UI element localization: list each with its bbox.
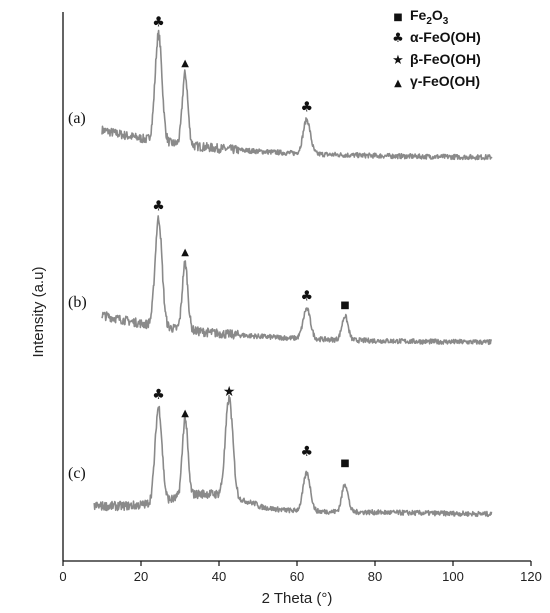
legend-label: γ-FeO(OH) <box>410 73 480 89</box>
phase-legend: ■ Fe2O3 ♣ α-FeO(OH) ★ β-FeO(OH) ▲ γ-FeO(OH) <box>392 7 481 89</box>
legend-label: β-FeO(OH) <box>410 51 481 67</box>
star-peak-marker: ★ <box>223 384 236 400</box>
y-axis-label: Intensity (a.u) <box>30 267 47 358</box>
x-tick-label: 100 <box>442 569 464 584</box>
club-peak-marker: ♣ <box>152 14 165 30</box>
square-legend-icon: ■ <box>393 12 402 23</box>
x-axis-label: 2 Theta (°) <box>262 590 333 607</box>
club-peak-marker: ♣ <box>300 100 313 116</box>
xrd-curve <box>93 394 493 518</box>
peak-markers: ♣ ▲ ♣ ♣ ▲ ♣ ■ ♣ ▲ ★ ♣ ■ <box>152 14 349 469</box>
triangle-peak-marker: ▲ <box>181 408 189 419</box>
x-tick-label: 20 <box>134 569 148 584</box>
x-tick-label: 80 <box>368 569 382 584</box>
x-tick-label: 40 <box>212 569 226 584</box>
legend-label: α-FeO(OH) <box>410 29 481 45</box>
plot-axes <box>62 12 531 562</box>
triangle-legend-icon: ▲ <box>394 78 402 89</box>
club-peak-marker: ♣ <box>152 198 165 214</box>
x-tick-label: 60 <box>290 569 304 584</box>
star-legend-icon: ★ <box>392 53 404 68</box>
x-axis-ticks: 0 20 40 60 80 100 120 <box>59 561 542 584</box>
club-peak-marker: ♣ <box>300 444 313 460</box>
curve-label: (c) <box>68 465 86 482</box>
curve-label: (b) <box>68 294 87 311</box>
xrd-curve <box>101 29 493 161</box>
x-tick-label: 0 <box>59 569 66 584</box>
club-peak-marker: ♣ <box>152 387 165 403</box>
xrd-curve <box>101 215 493 346</box>
curve-label: (a) <box>68 110 86 127</box>
triangle-peak-marker: ▲ <box>181 58 189 69</box>
triangle-peak-marker: ▲ <box>181 247 189 258</box>
legend-label: Fe2O3 <box>410 7 449 27</box>
diffraction-curves <box>93 29 493 518</box>
curve-labels: (a) (b) (c) <box>68 110 87 482</box>
square-peak-marker: ■ <box>340 300 349 311</box>
x-tick-label: 120 <box>520 569 542 584</box>
square-peak-marker: ■ <box>340 458 349 469</box>
club-legend-icon: ♣ <box>392 31 404 46</box>
club-peak-marker: ♣ <box>300 289 313 305</box>
